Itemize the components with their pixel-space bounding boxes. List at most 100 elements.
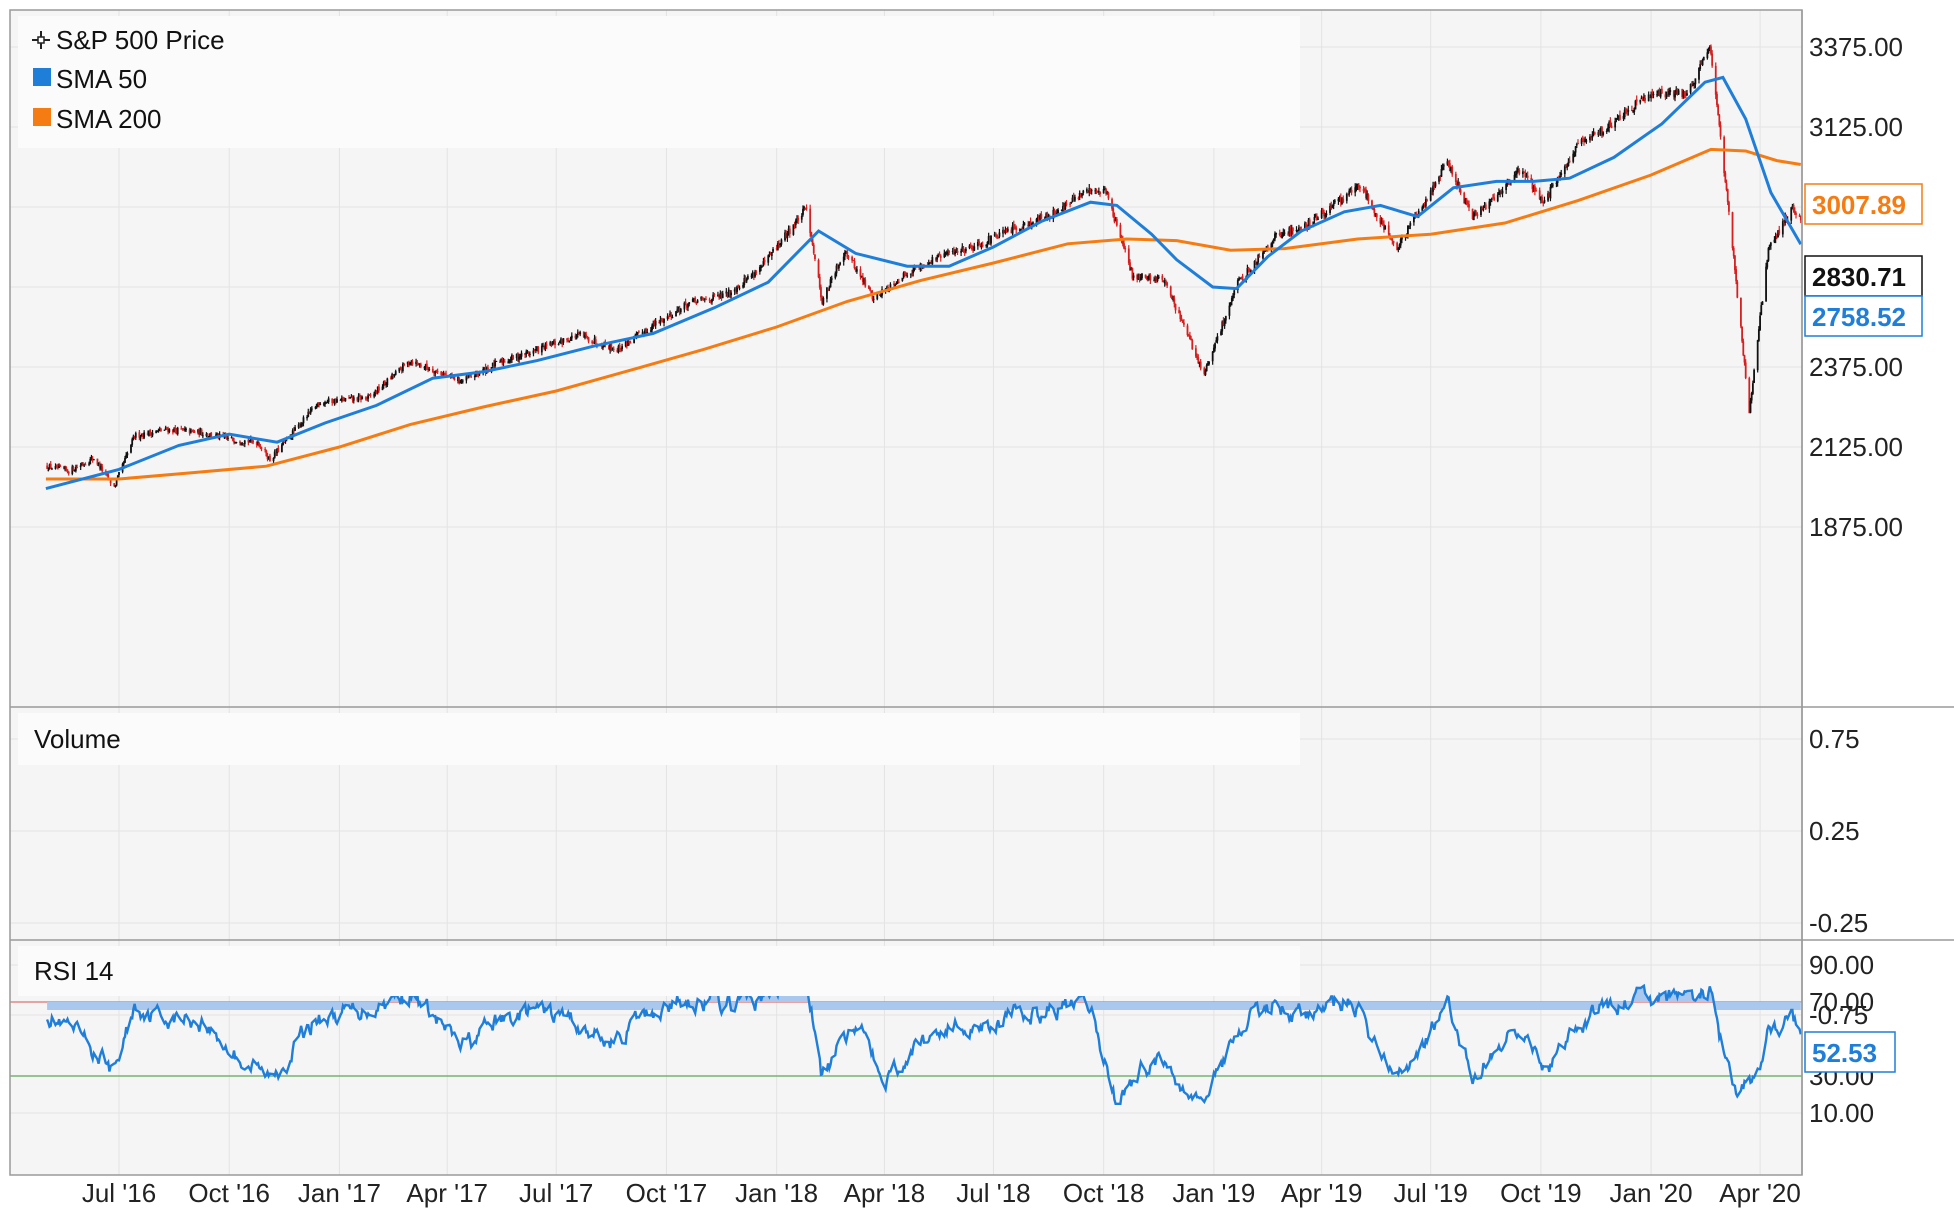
candle: [234, 441, 237, 444]
x-tick-label: Jan '20: [1610, 1178, 1693, 1208]
candle: [1060, 209, 1063, 212]
candle: [543, 345, 546, 351]
candle: [1665, 91, 1668, 99]
candle: [718, 294, 721, 300]
candle: [1488, 198, 1491, 213]
candle: [138, 430, 141, 441]
candle: [183, 426, 186, 432]
candle: [283, 441, 286, 444]
x-tick-label: Jan '19: [1172, 1178, 1255, 1208]
candle: [578, 331, 580, 335]
candle: [1423, 202, 1426, 208]
candle: [1198, 361, 1201, 368]
candle: [1087, 190, 1089, 194]
candle: [711, 298, 713, 305]
candle: [431, 366, 434, 373]
candle: [1214, 342, 1216, 352]
candle: [83, 463, 86, 467]
candle: [1659, 88, 1662, 99]
candle: [602, 345, 604, 351]
candle: [57, 463, 59, 470]
candle: [1633, 107, 1636, 115]
candle: [778, 239, 780, 249]
candle: [1432, 181, 1434, 196]
candle: [705, 296, 707, 301]
candle: [1173, 295, 1176, 308]
candle: [356, 397, 359, 403]
candle: [1365, 186, 1367, 200]
candle: [157, 428, 160, 433]
candle: [248, 439, 251, 443]
candle: [310, 406, 313, 412]
candle: [272, 457, 275, 464]
candle: [1593, 131, 1596, 136]
candle: [1232, 293, 1234, 302]
candle: [677, 306, 680, 313]
candle: [1551, 182, 1554, 188]
candle: [291, 428, 294, 441]
candle: [997, 236, 1000, 239]
candle: [392, 374, 395, 379]
price-value-box: 2830.71: [1804, 255, 1923, 297]
candle: [134, 431, 137, 440]
candle: [793, 221, 796, 229]
candle: [276, 448, 279, 456]
candle: [1657, 89, 1660, 96]
candle: [1197, 354, 1200, 364]
candle: [1289, 224, 1292, 237]
candle: [1012, 220, 1015, 231]
candle: [1573, 151, 1576, 158]
candle: [1723, 135, 1726, 177]
candle: [1115, 216, 1118, 227]
candle: [1114, 217, 1117, 222]
candle: [649, 327, 652, 333]
candle: [1651, 88, 1654, 99]
candle: [936, 254, 939, 263]
candle: [1171, 294, 1173, 300]
candle: [269, 453, 271, 462]
candle: [1221, 320, 1224, 335]
candle: [1383, 220, 1385, 233]
candle: [1095, 188, 1098, 195]
candle: [264, 447, 267, 453]
candle: [98, 461, 101, 471]
candle: [499, 359, 501, 363]
candle: [1363, 187, 1366, 193]
candle: [197, 429, 199, 435]
candle: [1381, 218, 1384, 226]
candle: [185, 427, 187, 432]
candle: [963, 249, 966, 256]
candle: [520, 350, 523, 360]
candle: [1543, 196, 1546, 204]
candle: [406, 361, 409, 368]
candle: [787, 225, 790, 236]
candle: [906, 272, 909, 278]
candle: [1781, 218, 1784, 238]
candle: [1700, 59, 1703, 65]
x-tick-label: Jan '18: [735, 1178, 818, 1208]
candle: [751, 270, 754, 279]
candle: [1439, 175, 1442, 182]
candle: [878, 294, 881, 296]
candle: [867, 285, 870, 290]
candle: [349, 396, 352, 399]
candle: [1079, 192, 1082, 198]
candle: [235, 441, 238, 444]
candle: [1744, 359, 1747, 380]
candle: [440, 371, 443, 377]
candle: [1247, 266, 1250, 273]
candle: [653, 319, 656, 327]
candle: [684, 298, 687, 306]
candle: [1127, 245, 1130, 266]
candle: [666, 313, 669, 321]
candle: [812, 242, 815, 255]
candle: [947, 248, 949, 257]
candle: [1640, 95, 1643, 100]
candle: [558, 340, 561, 344]
sma50-line: [45, 75, 1802, 491]
candle: [534, 346, 537, 354]
candle: [418, 363, 421, 368]
candle: [1623, 107, 1626, 120]
candle: [834, 271, 837, 280]
